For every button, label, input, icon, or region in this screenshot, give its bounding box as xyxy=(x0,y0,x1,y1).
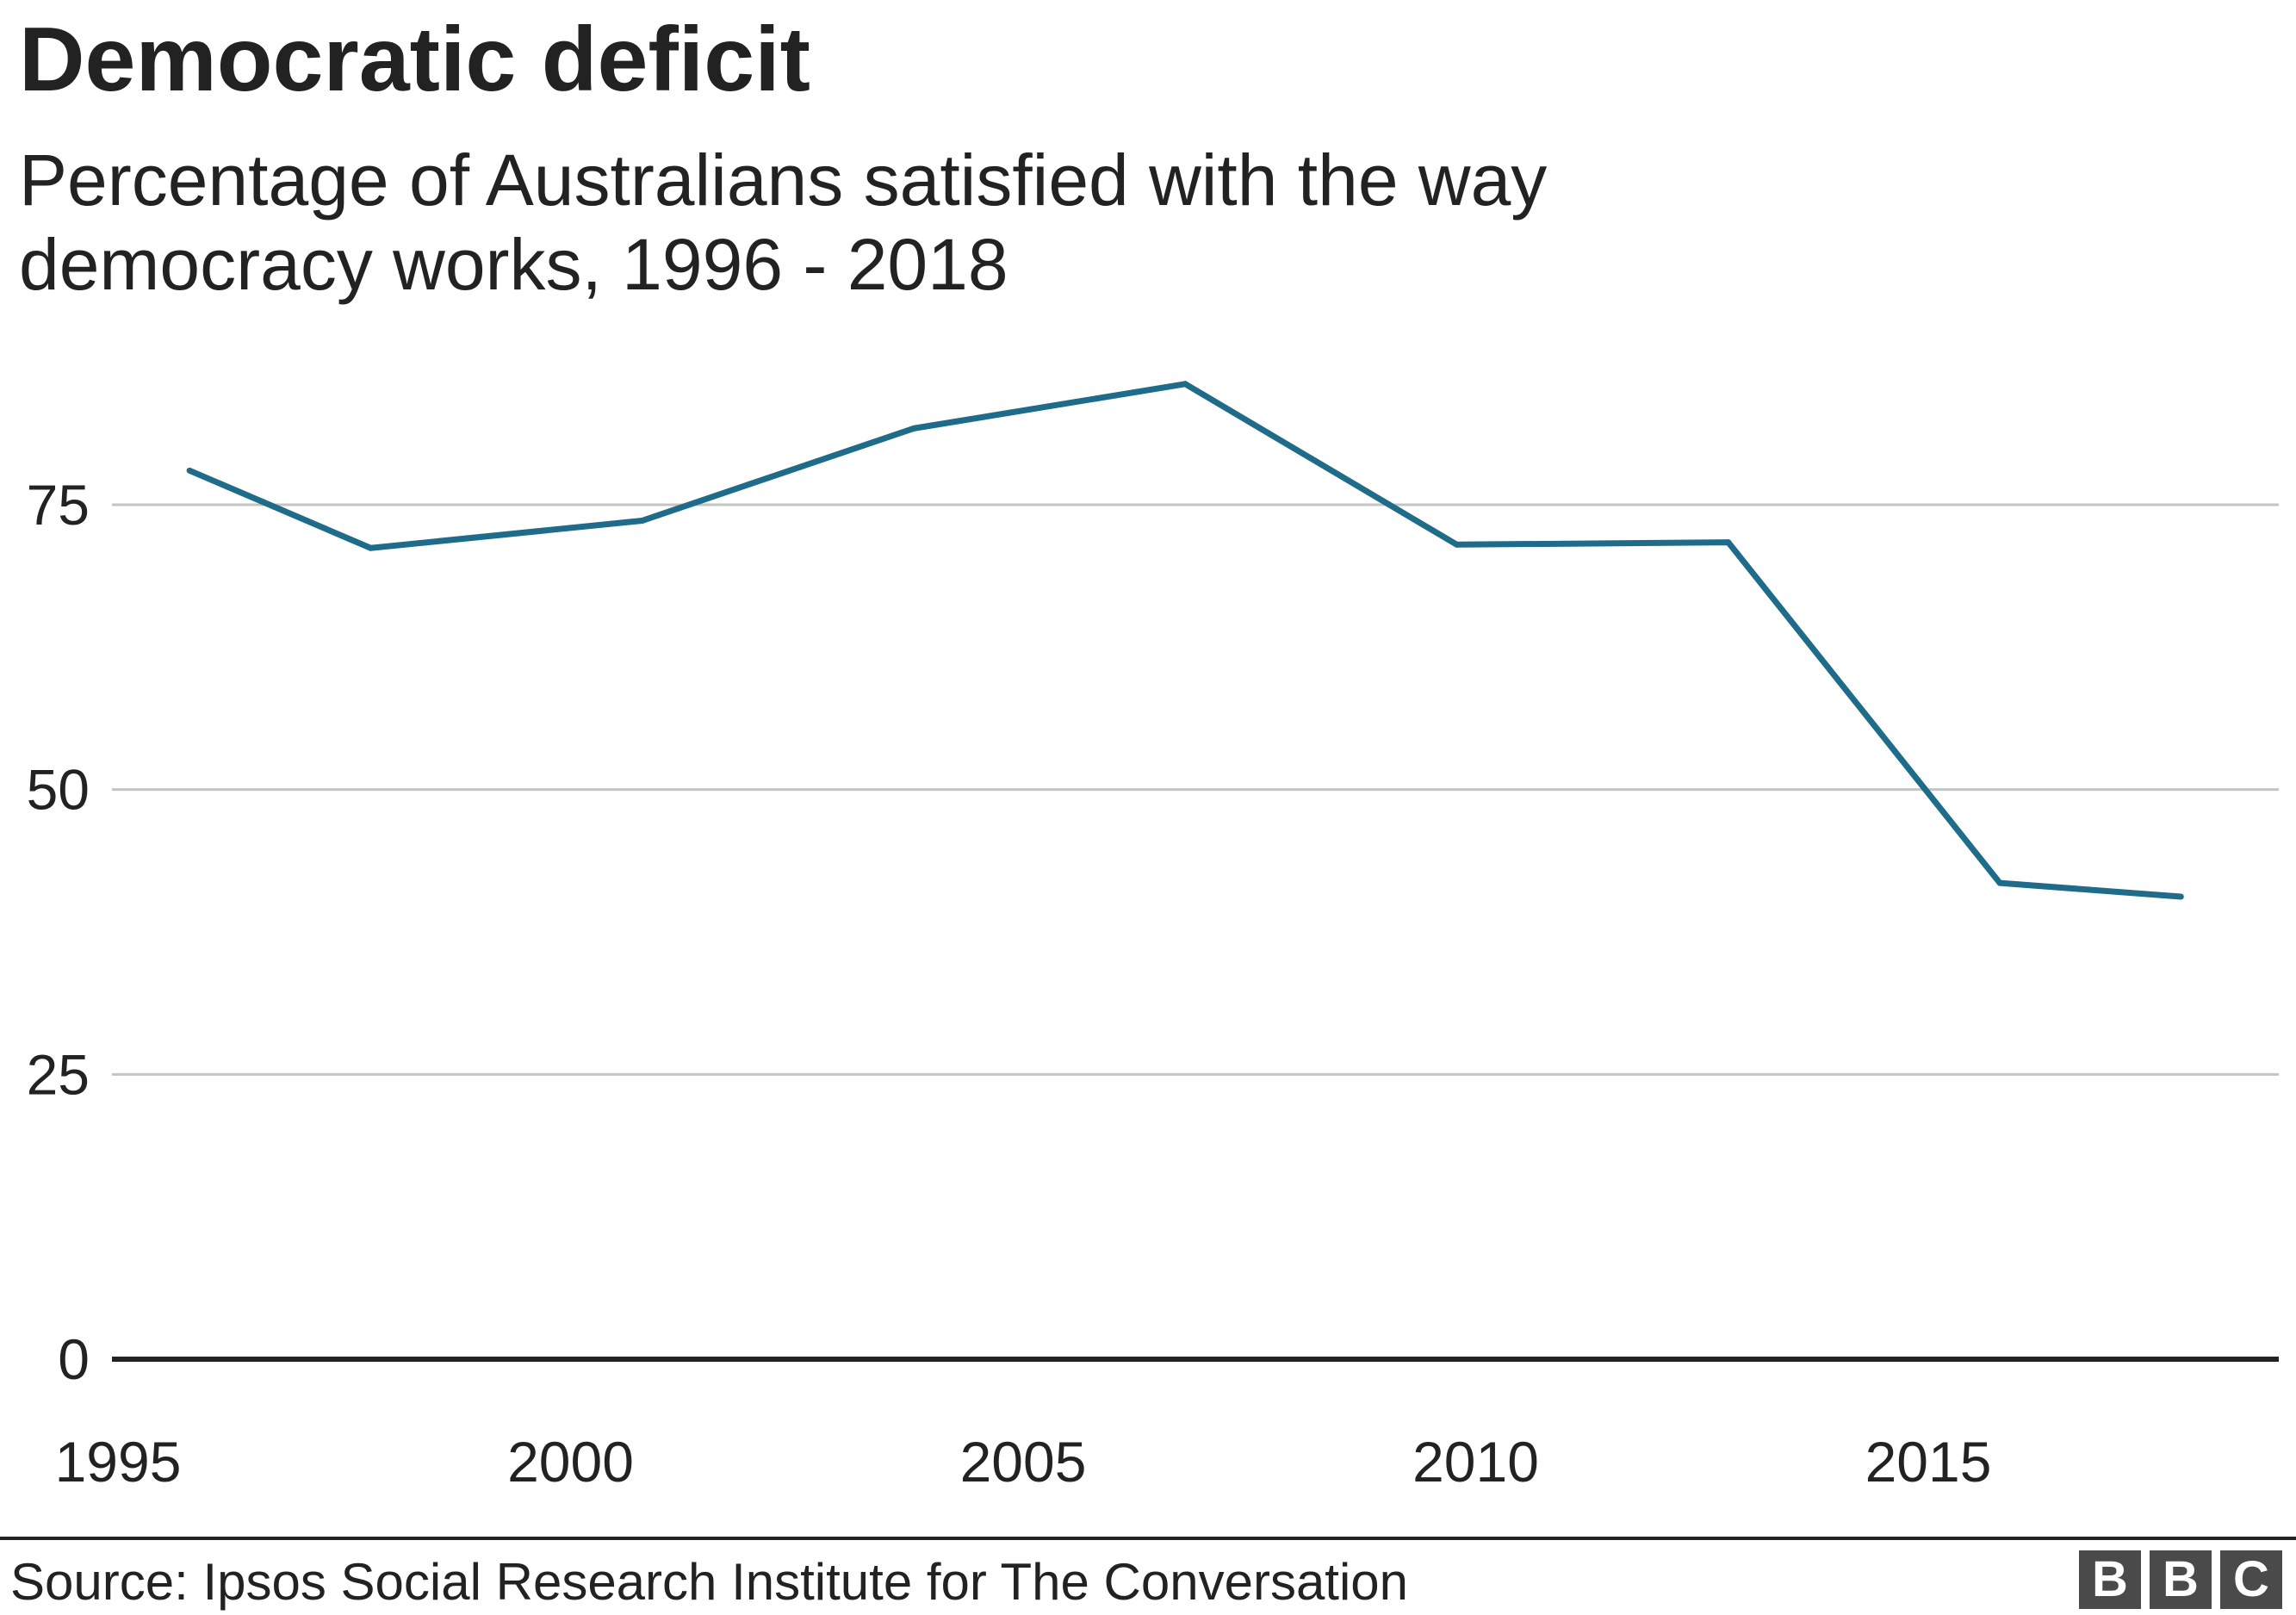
chart-title: Democratic deficit xyxy=(19,9,810,110)
bbc-logo-letter: B xyxy=(2150,1550,2212,1609)
series-line xyxy=(188,381,2181,900)
y-tick-label: 25 xyxy=(27,1042,90,1106)
data-point xyxy=(2177,893,2184,900)
x-tick-label: 1995 xyxy=(55,1430,182,1494)
x-tick-label: 2000 xyxy=(507,1430,634,1494)
x-tick-label: 2005 xyxy=(960,1430,1087,1494)
y-tick-label: 50 xyxy=(27,758,90,822)
data-point xyxy=(1996,879,2003,886)
gridlines xyxy=(112,503,2279,1362)
x-tick-label: 2015 xyxy=(1865,1430,1992,1494)
data-point xyxy=(1725,539,1732,546)
data-point xyxy=(186,467,193,474)
footer-divider xyxy=(0,1537,2296,1540)
source-note: Source: Ipsos Social Research Institute … xyxy=(10,1553,1409,1611)
data-point xyxy=(367,544,374,551)
y-axis-tick-labels: 0 25 50 75 xyxy=(27,473,90,1391)
bbc-logo-letter: C xyxy=(2220,1550,2282,1609)
x-tick-label: 2010 xyxy=(1412,1430,1539,1494)
series-layer xyxy=(186,381,2184,900)
chart-subtitle: Percentage of Australians satisfied with… xyxy=(19,140,1548,305)
data-point xyxy=(639,518,646,525)
y-tick-label: 0 xyxy=(58,1327,90,1391)
bbc-logo: B B C xyxy=(2079,1550,2282,1609)
data-point xyxy=(1182,381,1188,388)
bbc-logo-letter: B xyxy=(2079,1550,2141,1609)
data-point xyxy=(910,425,917,432)
y-tick-label: 75 xyxy=(27,473,90,537)
data-point xyxy=(1454,541,1460,548)
x-axis-tick-labels: 1995 2000 2005 2010 2015 xyxy=(55,1430,1992,1494)
